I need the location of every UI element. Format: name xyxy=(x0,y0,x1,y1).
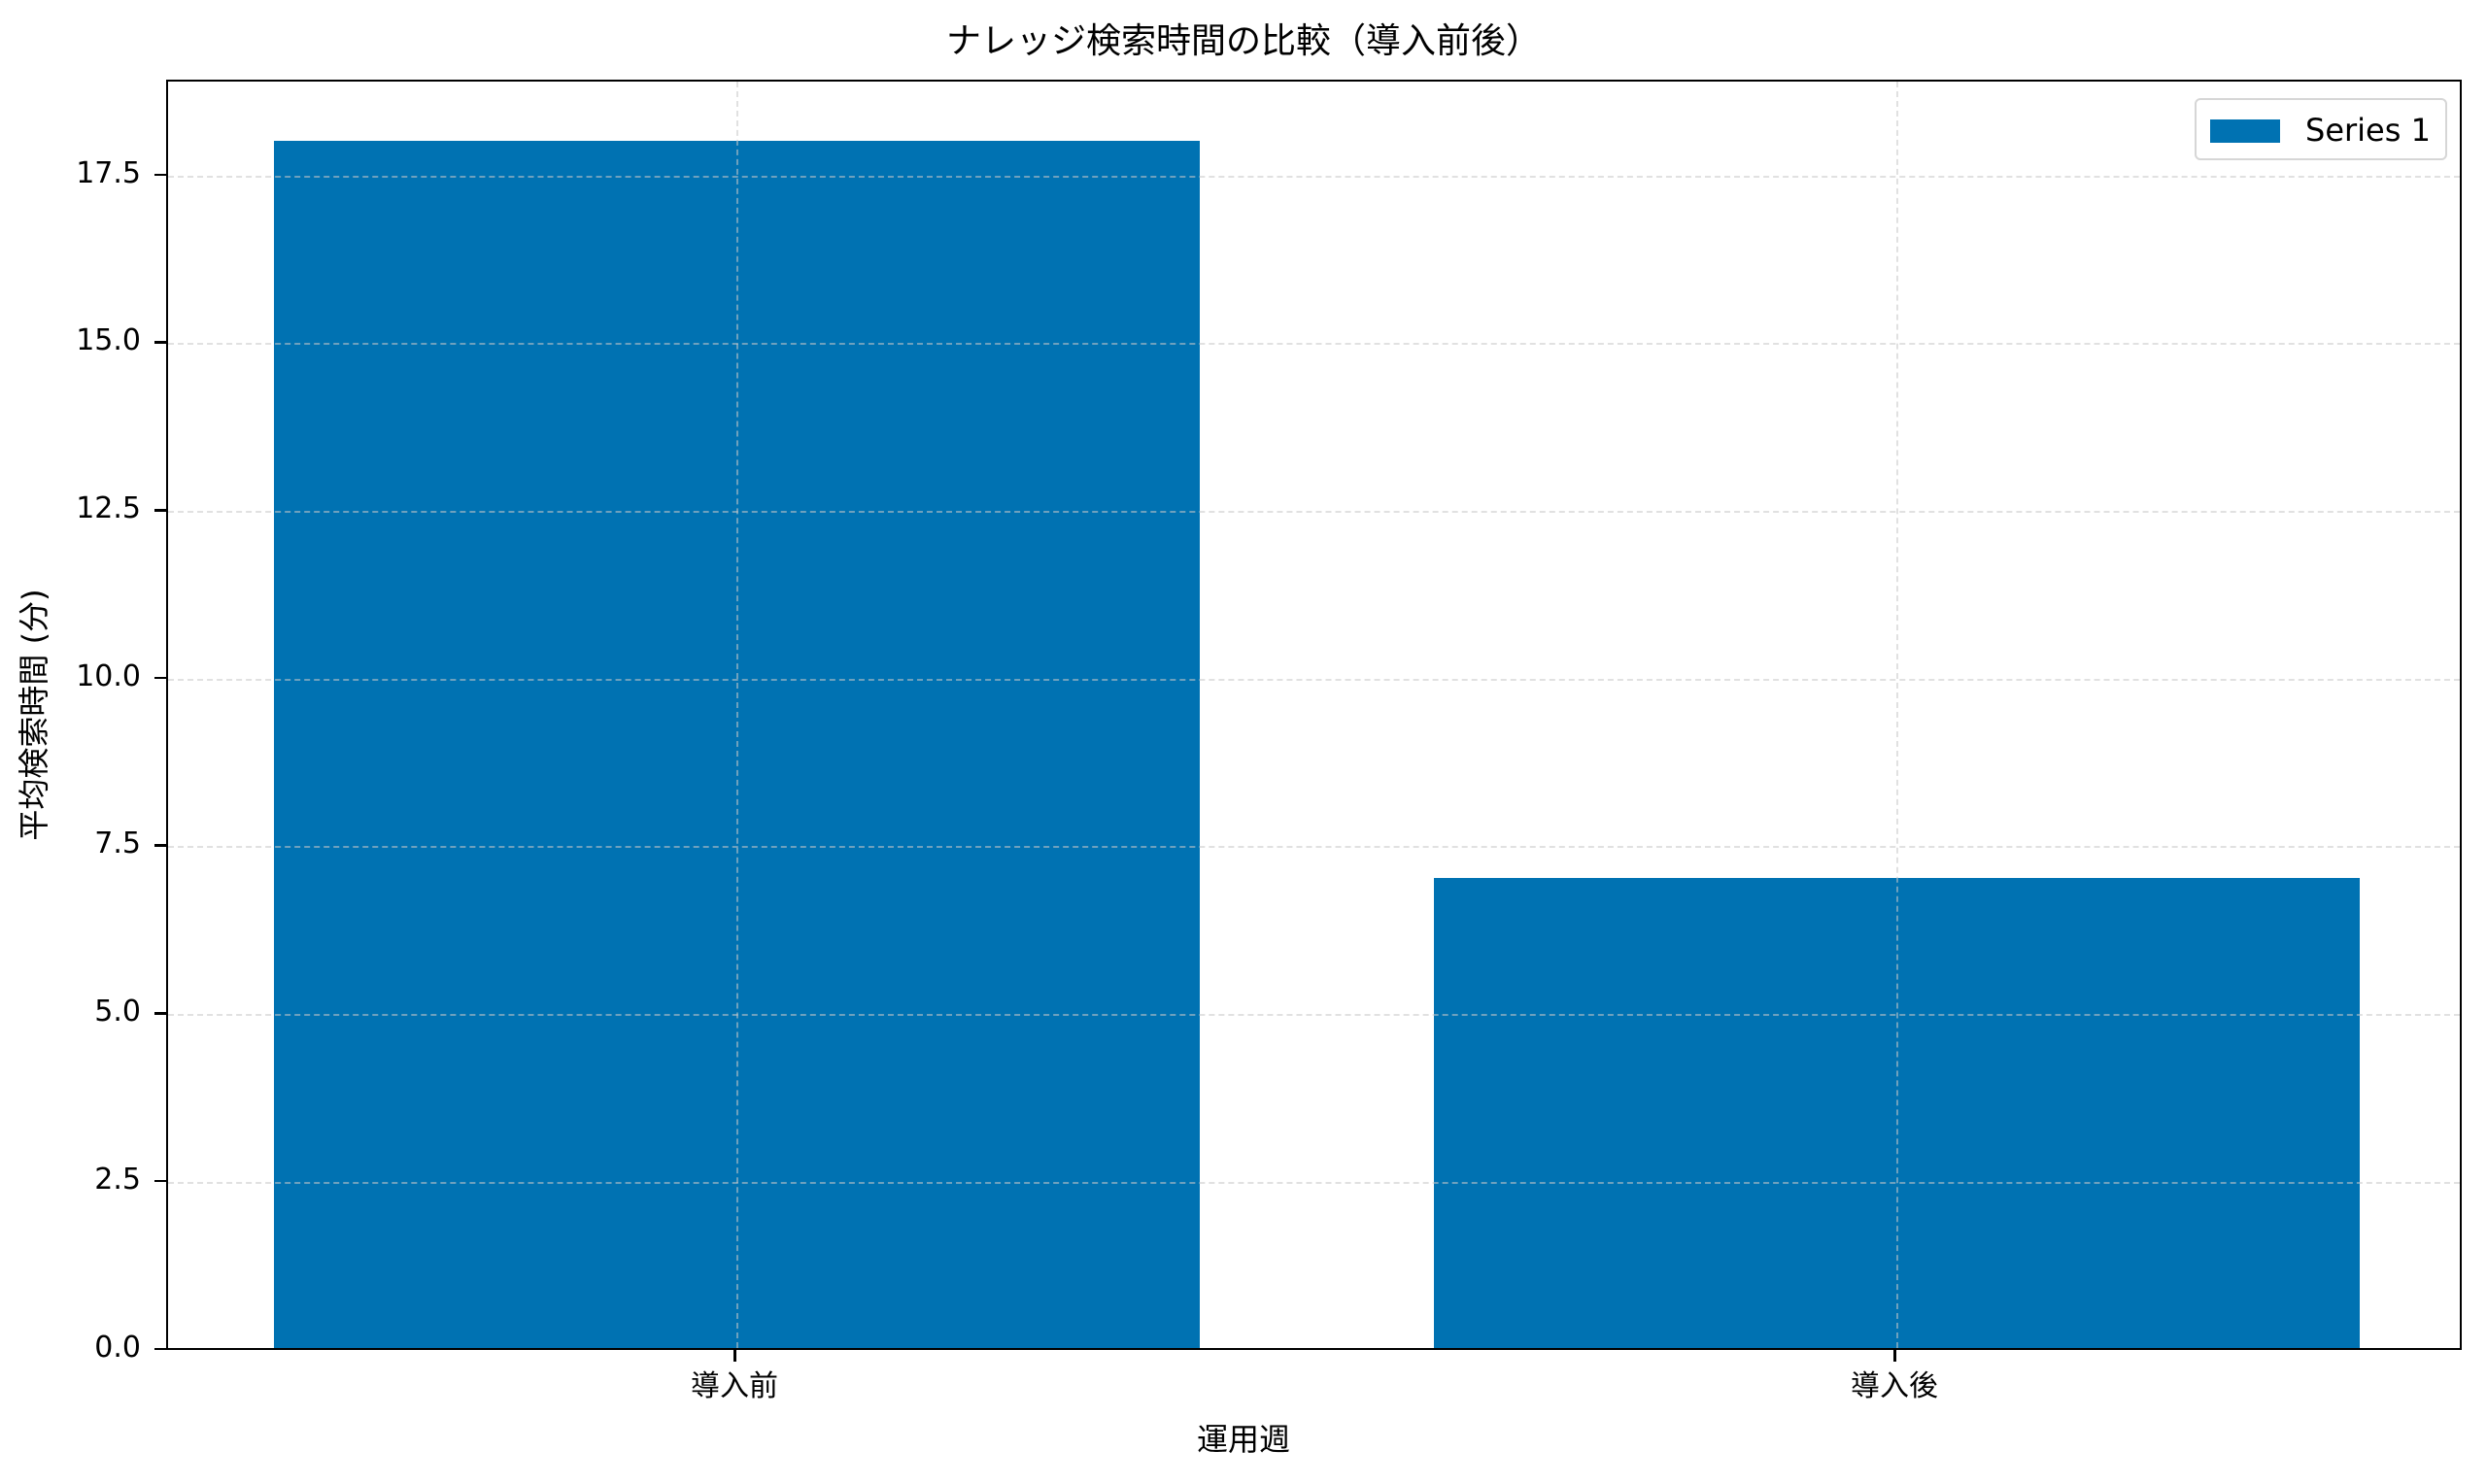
x-tick-mark xyxy=(733,1350,736,1362)
y-tick-label: 2.5 xyxy=(94,1162,141,1197)
y-tick-mark xyxy=(154,844,166,847)
y-tick-mark xyxy=(154,1179,166,1183)
y-tick-mark xyxy=(154,173,166,177)
gridline-horizontal xyxy=(168,343,2460,346)
gridline-horizontal xyxy=(168,1181,2460,1184)
y-axis-label: 平均検索時間 (分) xyxy=(16,589,52,841)
gridline-horizontal xyxy=(168,511,2460,514)
legend-swatch-icon xyxy=(2210,119,2280,143)
legend-label: Series 1 xyxy=(2305,112,2431,149)
y-tick-mark xyxy=(154,1012,166,1015)
x-tick-label: 導入後 xyxy=(1851,1369,1938,1403)
x-tick-mark xyxy=(1893,1350,1896,1362)
gridlines xyxy=(168,82,2460,1348)
gridline-horizontal xyxy=(168,846,2460,849)
y-tick-mark xyxy=(154,509,166,512)
gridline-horizontal xyxy=(168,1014,2460,1017)
y-tick-label: 15.0 xyxy=(76,323,141,358)
y-tick-label: 12.5 xyxy=(76,491,141,526)
x-tick-label: 導入前 xyxy=(691,1369,778,1403)
gridline-vertical xyxy=(1896,82,1898,1348)
y-tick-mark xyxy=(154,676,166,680)
x-axis-label: 運用週 xyxy=(1196,1421,1290,1458)
y-tick-mark xyxy=(154,1347,166,1350)
plot-area: Series 1 xyxy=(166,80,2462,1350)
y-tick-label: 17.5 xyxy=(76,155,141,190)
y-tick-label: 5.0 xyxy=(94,995,141,1029)
gridline-horizontal xyxy=(168,678,2460,681)
gridline-vertical xyxy=(736,82,738,1348)
y-tick-label: 0.0 xyxy=(94,1330,141,1365)
legend: Series 1 xyxy=(2195,98,2447,160)
y-tick-label: 7.5 xyxy=(94,826,141,861)
y-tick-mark xyxy=(154,341,166,344)
gridline-horizontal xyxy=(168,175,2460,178)
chart-title: ナレッジ検索時間の比較（導入前後） xyxy=(945,21,1541,61)
y-tick-label: 10.0 xyxy=(76,658,141,693)
